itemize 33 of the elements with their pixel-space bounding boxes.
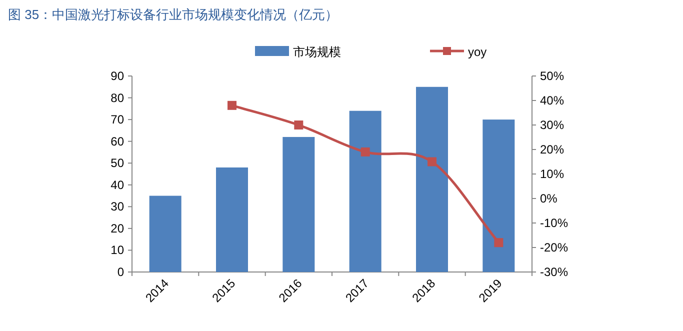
- point: [294, 120, 304, 130]
- y2-tick-label: 50%: [540, 69, 564, 83]
- point: [428, 157, 436, 166]
- y2-tick-label: 10%: [540, 167, 564, 181]
- bar: [349, 110, 382, 272]
- y-tick-label: 70: [110, 112, 124, 127]
- y-tick-label: 40: [110, 178, 124, 192]
- y-tick-label: 10: [110, 243, 124, 258]
- point: [494, 238, 504, 248]
- y-tick-label: 60: [110, 134, 124, 148]
- y2-tick-label: 20%: [540, 142, 564, 156]
- legend-label: yoy: [468, 45, 487, 59]
- y-tick-label: 30: [110, 200, 124, 214]
- bar: [416, 86, 448, 272]
- y2-tick-label: -20%: [540, 240, 568, 254]
- y2-tick-label: 30%: [540, 118, 564, 132]
- legend-label: 市场规模: [293, 45, 341, 59]
- bar: [216, 167, 248, 272]
- y2-tick-label: -10%: [540, 216, 568, 230]
- point: [360, 147, 370, 156]
- y2-tick-label: 40%: [540, 94, 564, 108]
- y2-tick-label: -30%: [540, 265, 568, 279]
- y-tick-label: 50: [110, 156, 124, 170]
- y-tick-label: 80: [110, 90, 124, 105]
- y-tick-label: 0: [117, 265, 124, 279]
- bar: [482, 120, 515, 272]
- y-tick-label: 20: [110, 221, 124, 236]
- bar: [149, 196, 182, 272]
- point: [228, 100, 236, 110]
- y-tick-label: 90: [110, 69, 124, 83]
- chart-title: 图 35：中国激光打标设备行业市场规模变化情况（亿元）: [8, 7, 338, 22]
- y2-tick-label: 0%: [540, 192, 558, 206]
- bar: [282, 136, 315, 272]
